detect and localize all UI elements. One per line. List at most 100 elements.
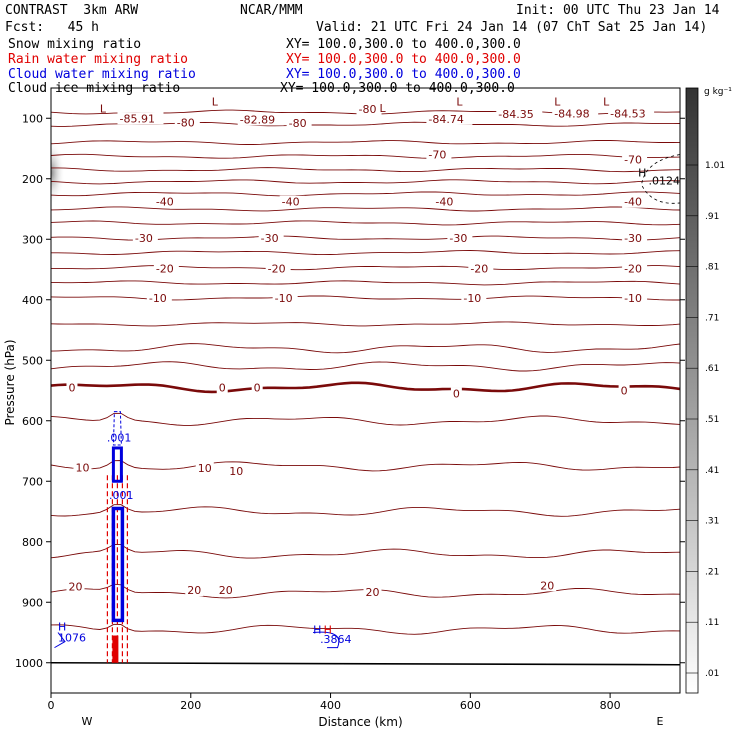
cloud-water-contour <box>111 446 123 483</box>
contour-label: -80 <box>359 103 377 116</box>
contour-label: -40 <box>156 196 174 209</box>
colorbar-tick-label: .41 <box>705 466 719 476</box>
contour-label-bg <box>272 291 298 304</box>
temperature-contour <box>51 280 680 286</box>
field-xy-cloud-water: XY= 100.0,300.0 to 400.0,300.0 <box>286 67 521 82</box>
contour-label-bg <box>552 107 599 120</box>
field-xy-rain: XY= 100.0,300.0 to 400.0,300.0 <box>286 52 521 67</box>
temperature-contour <box>51 623 680 635</box>
contour-label: -30 <box>261 232 279 245</box>
field-xy-snow: XY= 100.0,300.0 to 400.0,300.0 <box>286 37 521 52</box>
contour-label-bg <box>153 195 179 208</box>
contour-label: -30 <box>449 232 467 245</box>
field-name-snow: Snow mixing ratio <box>8 37 142 52</box>
extrema-mark: L <box>456 95 463 108</box>
contour-label: 20 <box>219 584 233 597</box>
contour-label: 10 <box>198 462 212 475</box>
contour-label: 0 <box>453 388 460 401</box>
extrema-mark: L <box>603 95 610 108</box>
contour-label: -80 <box>289 117 307 130</box>
temperature-contour <box>51 295 680 301</box>
x-tick-label: 600 <box>460 699 481 712</box>
contour-label-bg <box>363 585 382 598</box>
contour-label-bg <box>279 195 305 208</box>
contour-label: -82.89 <box>240 113 275 126</box>
contour-label: -70 <box>428 149 446 162</box>
colorbar-tick-label: .31 <box>705 517 719 527</box>
contour-label-bg <box>185 584 204 597</box>
y-tick-label: 600 <box>22 415 43 428</box>
contour-label-bg <box>216 584 235 597</box>
contour-label-bg <box>468 262 494 275</box>
contour-label-bg <box>496 108 543 121</box>
cloud-water-label: .001 <box>109 489 134 502</box>
colorbar-tick-label: .61 <box>705 364 719 374</box>
field-name-cloud-water: Cloud water mixing ratio <box>8 67 196 82</box>
contour-label: -84.74 <box>428 113 463 126</box>
contour-label: -30 <box>135 232 153 245</box>
temperature-contour <box>51 191 680 197</box>
contour-label-bg <box>622 291 648 304</box>
x-tick-label: 400 <box>320 699 341 712</box>
contour-label-bg <box>117 112 164 125</box>
colorbar-tick-label: .81 <box>705 263 719 273</box>
y-tick-label: 100 <box>22 112 43 125</box>
field-label: .01247 <box>649 175 688 188</box>
contour-label: -20 <box>624 262 642 275</box>
colorbar-scale <box>685 87 699 694</box>
y-tick-label: 700 <box>22 475 43 488</box>
contour-label: -40 <box>435 196 453 209</box>
plot-frame <box>50 87 681 694</box>
contour-label-bg <box>608 107 655 120</box>
extrema-mark: H <box>638 167 646 180</box>
contour-label-bg <box>251 381 263 394</box>
contour-label-bg <box>447 232 473 245</box>
temperature-contour <box>51 361 680 372</box>
y-tick-label: 900 <box>22 596 43 609</box>
temperature-contour <box>51 153 680 159</box>
contour-label-bg <box>258 232 284 245</box>
contour-label: 10 <box>75 461 89 474</box>
field-name-rain: Rain water mixing ratio <box>8 52 189 67</box>
center-title: NCAR/MMM <box>240 3 303 18</box>
x-tick-label: 800 <box>600 699 621 712</box>
contour-label: -20 <box>156 262 174 275</box>
cloud-water-contour <box>54 631 340 649</box>
temperature-contour <box>51 321 680 327</box>
contour-label: -70 <box>624 153 642 166</box>
contour-label-bg <box>153 262 179 275</box>
temperature-contour <box>51 250 680 256</box>
contour-label-bg <box>132 232 158 245</box>
contour-label: -84.98 <box>554 107 589 120</box>
y-tick-label: 500 <box>22 354 43 367</box>
cloud-water-label: .3864 <box>320 633 352 646</box>
contour-label-bg <box>237 113 284 126</box>
extrema-mark: L <box>100 103 107 116</box>
contour-label: -85.91 <box>119 112 154 125</box>
valid-time: Valid: 21 UTC Fri 24 Jan 14 (07 ChT Sat … <box>316 20 708 35</box>
y-tick-label: 300 <box>22 233 43 246</box>
contour-label-bg <box>461 291 487 304</box>
cloud-water-label: 1076 <box>58 631 86 644</box>
contour-label-bg <box>618 384 630 397</box>
shaded-cloud-ice-area <box>51 140 65 205</box>
model-title: CONTRAST 3km ARW <box>5 3 139 18</box>
contour-label-bg <box>356 103 382 116</box>
contour-label: 10 <box>229 465 243 478</box>
contour-label-bg <box>426 112 473 125</box>
contour-label-bg <box>286 117 312 130</box>
x-tick-label: 0 <box>48 699 55 712</box>
contour-label-bg <box>227 464 246 477</box>
east-label: E <box>657 715 664 728</box>
temperature-contour <box>51 220 680 226</box>
temperature-contour <box>51 412 680 426</box>
colorbar-tick-label: 1.01 <box>705 161 725 171</box>
contour-label: -10 <box>149 292 167 305</box>
forecast-hour: Fcst: 45 h <box>5 20 99 35</box>
surface-line <box>51 661 680 666</box>
contour-label: -80 <box>177 116 195 129</box>
extrema-mark: L <box>379 102 386 115</box>
contour-label-bg <box>622 153 648 166</box>
contour-label: -30 <box>624 232 642 245</box>
temperature-contour <box>51 206 680 212</box>
